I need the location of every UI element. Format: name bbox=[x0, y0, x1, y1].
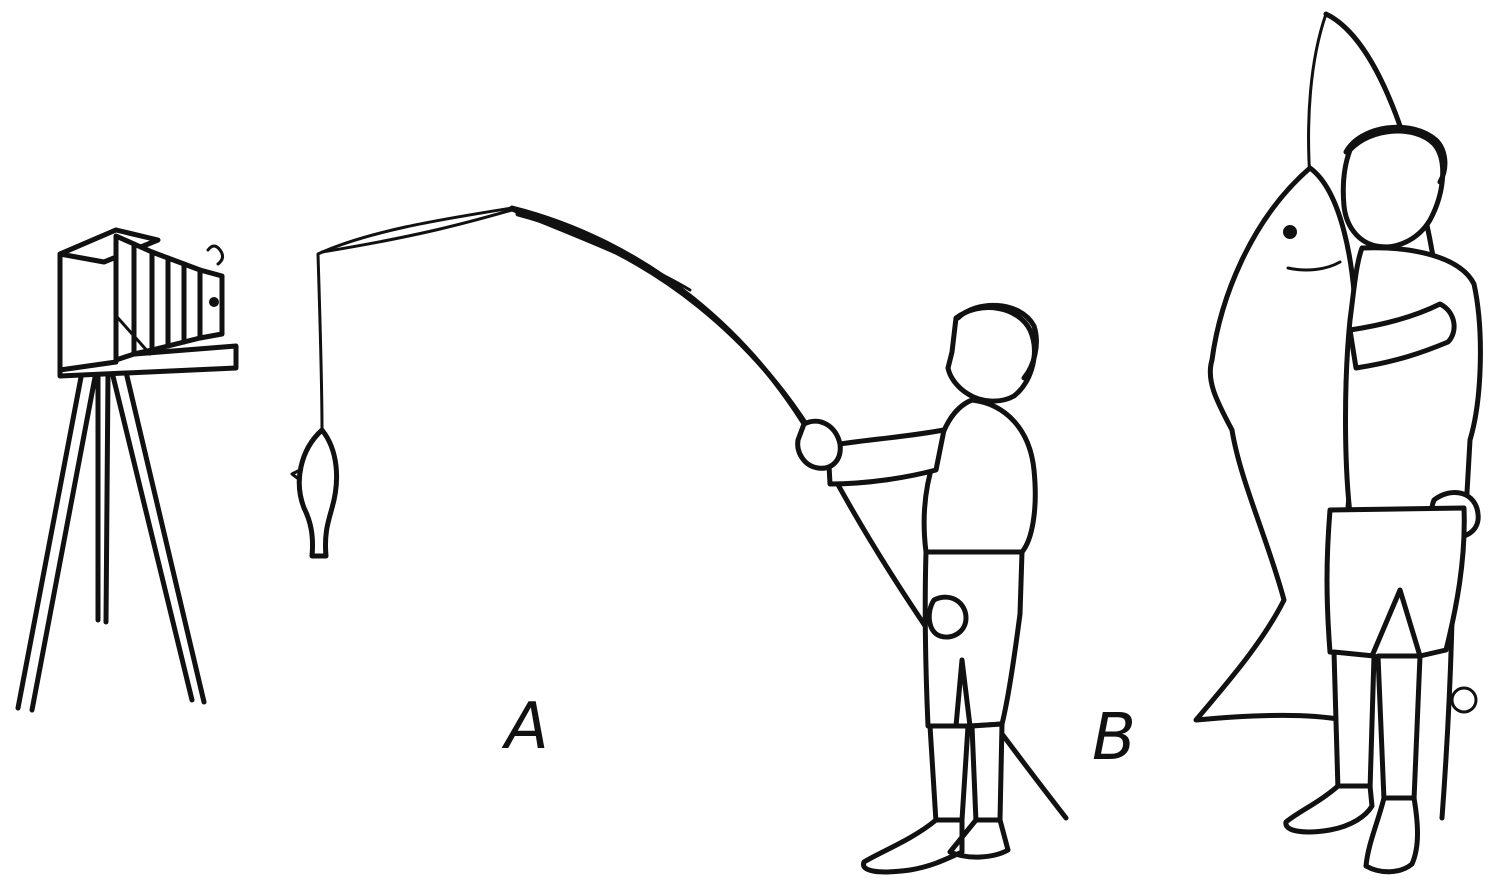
label-b: B bbox=[1092, 701, 1136, 775]
man-b-shoes bbox=[1283, 783, 1420, 875]
tripod-legs bbox=[15, 369, 207, 713]
man-b-arm bbox=[1347, 301, 1457, 371]
fishing-line-a bbox=[316, 206, 514, 432]
boy-a-legs bbox=[927, 721, 1005, 825]
boy-a-hand bbox=[795, 418, 843, 471]
small-fish bbox=[296, 427, 340, 559]
giant-fish-mouth bbox=[1286, 260, 1342, 272]
camera-top bbox=[57, 227, 161, 265]
scene-a-boy-with-small-fish bbox=[290, 205, 1069, 875]
lens-icon bbox=[209, 297, 219, 307]
man-b-hair bbox=[1343, 124, 1448, 185]
camera-bellows bbox=[113, 233, 225, 363]
man-b-head bbox=[1340, 128, 1446, 250]
man-b-torso bbox=[1343, 245, 1483, 517]
camera-on-tripod bbox=[15, 227, 239, 713]
scene-b-man-with-giant-fish bbox=[1193, 11, 1483, 875]
boy-a-hair bbox=[955, 303, 1039, 381]
boy-a-lower-hand bbox=[926, 594, 969, 640]
boy-a-torso bbox=[921, 397, 1038, 555]
giant-fish-eye-icon bbox=[1283, 225, 1297, 239]
man-b-legs bbox=[1331, 649, 1423, 803]
man-b-shorts bbox=[1324, 505, 1467, 659]
camera-strut bbox=[116, 316, 152, 356]
label-a: A bbox=[505, 690, 549, 764]
reel-icon bbox=[1450, 686, 1478, 714]
boy-a-arm bbox=[825, 427, 947, 487]
boy-a-shoes bbox=[861, 817, 1011, 875]
camera-knob bbox=[206, 244, 225, 266]
boy-a-shorts bbox=[922, 549, 1025, 729]
boy-a-head bbox=[945, 305, 1037, 404]
